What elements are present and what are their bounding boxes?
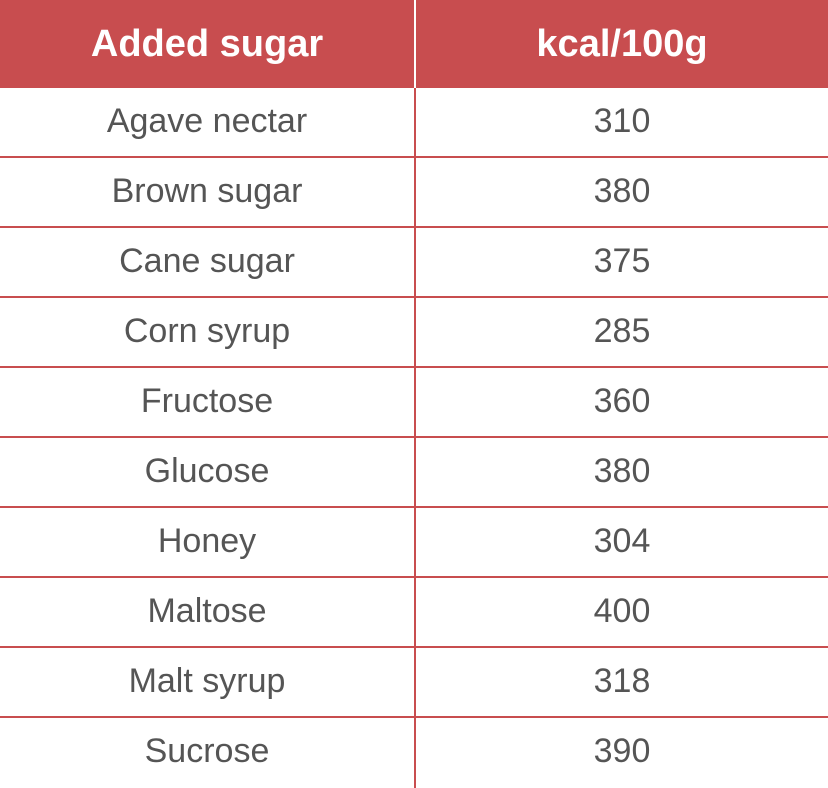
sugar-name-cell: Malt syrup	[128, 662, 286, 700]
sugar-name-cell: Sucrose	[144, 732, 270, 770]
column-header-added-sugar: Added sugar	[90, 23, 324, 65]
kcal-value-cell: 304	[593, 522, 651, 560]
sugar-name-cell: Brown sugar	[111, 172, 303, 210]
sugar-name-cell: Maltose	[147, 592, 267, 630]
header-column-divider	[414, 0, 416, 88]
sugar-name-cell: Agave nectar	[106, 102, 308, 140]
table-row: Cane sugar 375	[0, 228, 828, 298]
kcal-value-cell: 318	[593, 662, 651, 700]
sugar-name-cell: Corn syrup	[123, 312, 291, 350]
kcal-value-cell: 310	[593, 102, 651, 140]
kcal-value-cell: 390	[593, 732, 651, 770]
kcal-value-cell: 360	[593, 382, 651, 420]
sugar-name-cell: Cane sugar	[119, 242, 295, 280]
kcal-value-cell: 380	[593, 452, 651, 490]
kcal-value-cell: 375	[593, 242, 651, 280]
table-row: Corn syrup 285	[0, 298, 828, 368]
sugar-name-cell: Fructose	[140, 382, 274, 420]
column-header-kcal: kcal/100g	[536, 23, 708, 65]
sugar-name-cell: Honey	[157, 522, 257, 560]
kcal-value-cell: 285	[593, 312, 651, 350]
column-divider	[414, 0, 416, 788]
kcal-value-cell: 400	[593, 592, 651, 630]
table-row: Sucrose 390	[0, 718, 828, 788]
kcal-value-cell: 380	[593, 172, 651, 210]
sugar-name-cell: Glucose	[144, 452, 270, 490]
